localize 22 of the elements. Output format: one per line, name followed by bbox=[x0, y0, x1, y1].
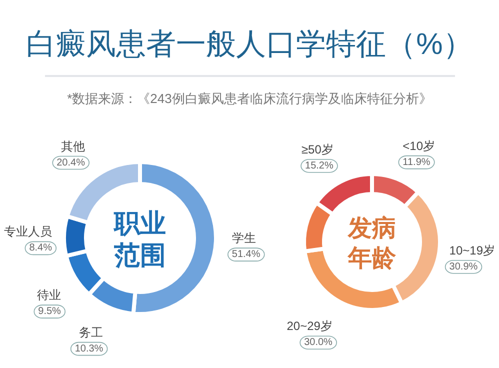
text: 白癜风患者一般人口学特征（%） bbox=[26, 28, 473, 61]
slice-label: 学生 bbox=[232, 231, 256, 246]
slice-label: 20~29岁 bbox=[286, 319, 332, 334]
text: 发病年龄 bbox=[347, 215, 397, 272]
data-label: 10.3% bbox=[74, 343, 104, 354]
data-label: 9.5% bbox=[38, 306, 62, 318]
slice-label: ≥50岁 bbox=[301, 142, 334, 156]
slice-label: 专业人员 bbox=[4, 224, 52, 239]
slice-label: 其他 bbox=[60, 139, 85, 154]
data-label: 15.2% bbox=[305, 160, 334, 172]
data-label: 8.4% bbox=[29, 242, 52, 254]
text: 职业范围 bbox=[113, 208, 166, 270]
data-label: 11.9% bbox=[402, 156, 430, 168]
slice-label: 10~19岁 bbox=[449, 243, 495, 258]
data-label: 30.9% bbox=[449, 261, 478, 272]
data-label: 30.0% bbox=[304, 337, 333, 348]
slice-label: 务工 bbox=[79, 325, 104, 340]
data-label: 51.4% bbox=[232, 249, 260, 260]
text: *数据来源：《243例白癜风患者临床流行病学及临床特征分析》 bbox=[67, 91, 432, 106]
slice-label: <10岁 bbox=[402, 138, 436, 153]
data-label: 20.4% bbox=[56, 157, 86, 168]
slice-label: 待业 bbox=[36, 288, 61, 302]
